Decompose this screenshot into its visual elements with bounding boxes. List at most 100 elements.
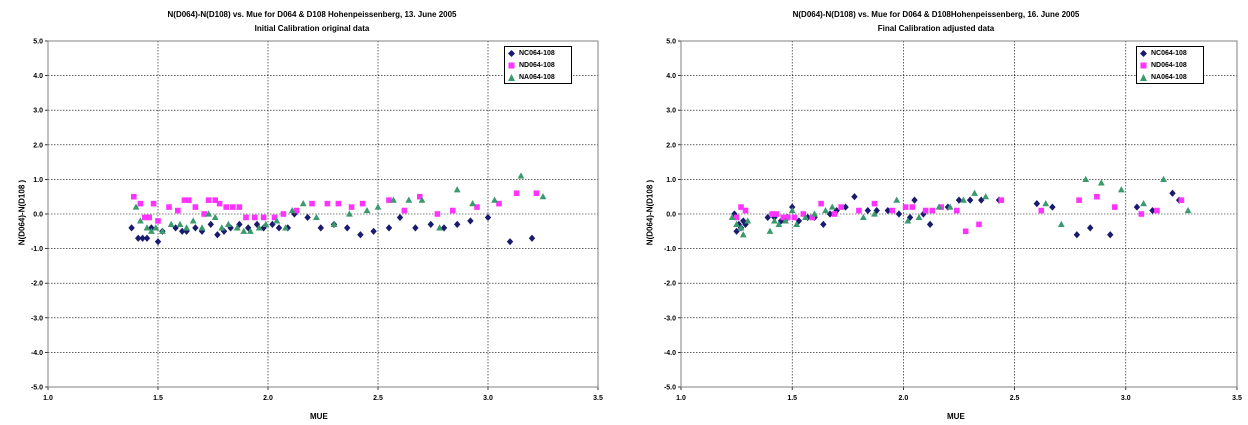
data-point-nc: [139, 234, 146, 242]
data-point-na: [539, 193, 547, 200]
data-point-na: [971, 189, 978, 196]
data-point-na: [205, 210, 212, 217]
data-point-nc: [528, 234, 536, 242]
data-point-na: [240, 227, 248, 234]
data-point-nc: [1087, 224, 1094, 232]
data-point-nc: [220, 227, 228, 235]
data-point-nc: [911, 196, 918, 204]
data-point-nd: [181, 197, 188, 203]
chart-title: N(D064)-N(D108) vs. Mue for D064 & D108H…: [792, 10, 1080, 19]
data-point-nd: [1138, 211, 1145, 217]
data-point-na: [935, 203, 943, 210]
x-tick-label: 2.0: [899, 395, 909, 402]
data-point-na: [1057, 220, 1065, 227]
data-point-na: [198, 224, 206, 231]
data-point-na: [960, 196, 967, 203]
y-tick-label: 4.0: [666, 73, 676, 80]
data-point-nd: [496, 200, 502, 207]
data-point-nd: [212, 197, 218, 203]
data-point-na: [167, 220, 175, 227]
data-point-na: [189, 217, 197, 224]
data-point-na: [1082, 175, 1090, 182]
y-tick-label: -1.0: [31, 246, 43, 253]
data-point-nc: [1033, 200, 1041, 208]
data-point-nd: [938, 204, 945, 210]
data-point-nd: [166, 204, 172, 210]
data-point-nd: [216, 200, 223, 207]
legend: NC064-108 ND064-108 NA064-108: [504, 46, 572, 84]
data-point-na: [282, 224, 289, 231]
chart-subtitle: Final Calibration adjusted data: [877, 24, 995, 33]
y-tick-label: 5.0: [666, 39, 676, 46]
legend-label-nd: ND064-108: [519, 62, 555, 69]
data-point-nd: [386, 197, 392, 203]
data-point-nc: [192, 224, 199, 232]
y-tick-label: -5.0: [31, 385, 43, 392]
data-point-nd: [1154, 207, 1160, 214]
data-point-nd: [909, 204, 916, 210]
data-point-nc: [207, 220, 214, 228]
data-point-na: [946, 203, 954, 210]
data-point-nd: [1111, 204, 1118, 210]
data-point-nd: [976, 221, 982, 228]
y-tick-label: 2.0: [33, 142, 43, 149]
legend-item-nc: NC064-108: [1137, 48, 1203, 59]
data-point-na: [363, 206, 371, 214]
data-point-nc: [1133, 203, 1141, 211]
data-point-nc: [143, 234, 151, 242]
legend-item-nd: ND064-108: [505, 60, 571, 71]
data-point-nd: [243, 214, 249, 221]
data-point-na: [159, 227, 166, 234]
data-point-nd: [131, 193, 137, 200]
data-point-nd: [150, 200, 157, 207]
legend-label-nc: NC064-108: [519, 50, 555, 57]
data-point-na: [453, 186, 461, 193]
data-point-nc: [427, 220, 434, 228]
data-point-na: [915, 213, 923, 221]
data-point-nd: [324, 200, 331, 207]
data-point-nc: [906, 213, 914, 222]
data-point-na: [1160, 175, 1168, 182]
y-tick-label: 3.0: [666, 108, 676, 115]
data-point-na: [1097, 179, 1105, 186]
data-point-nd: [780, 214, 787, 221]
data-point-nd: [335, 200, 342, 207]
data-point-nd: [201, 211, 207, 217]
data-point-nd: [260, 214, 267, 221]
data-point-nc: [467, 217, 474, 225]
data-point-na: [262, 220, 270, 227]
data-point-na: [183, 224, 190, 231]
data-point-nc: [1169, 189, 1176, 197]
data-point-na: [288, 206, 296, 214]
data-point-na: [346, 210, 353, 217]
y-tick-label: -3.0: [664, 315, 676, 322]
data-point-nc: [1073, 231, 1081, 239]
legend-item-na: NA064-108: [1137, 72, 1203, 83]
plot-area: 5.04.03.02.01.00.0-1.0-2.0-3.0-4.0-5.01.…: [31, 39, 603, 403]
data-point-nd: [1038, 207, 1045, 214]
data-point-na: [793, 220, 801, 227]
data-point-nd: [769, 211, 775, 217]
data-point-nd: [773, 211, 780, 217]
data-point-nc: [396, 213, 404, 222]
data-point-nc: [370, 227, 377, 235]
data-point-nd: [192, 204, 199, 210]
data-point-na: [771, 217, 778, 224]
y-axis-label: N(D064)-N(D108 ): [645, 179, 655, 246]
data-point-na: [299, 200, 307, 207]
data-point-nd: [293, 207, 300, 214]
y-tick-label: 0.0: [666, 212, 676, 219]
data-point-na: [132, 203, 140, 210]
data-point-nd: [223, 204, 229, 210]
y-tick-label: -4.0: [31, 350, 43, 357]
data-point-nc: [344, 224, 351, 232]
data-point-nd: [137, 200, 144, 207]
legend-label-nc: NC064-108: [1151, 50, 1187, 57]
data-point-na: [811, 210, 818, 217]
data-point-nd: [809, 214, 816, 221]
data-point-nd: [474, 204, 480, 210]
data-point-nc: [926, 220, 934, 228]
data-point-nd: [838, 204, 844, 210]
data-point-nc: [1107, 231, 1114, 239]
data-point-nd: [818, 200, 824, 207]
